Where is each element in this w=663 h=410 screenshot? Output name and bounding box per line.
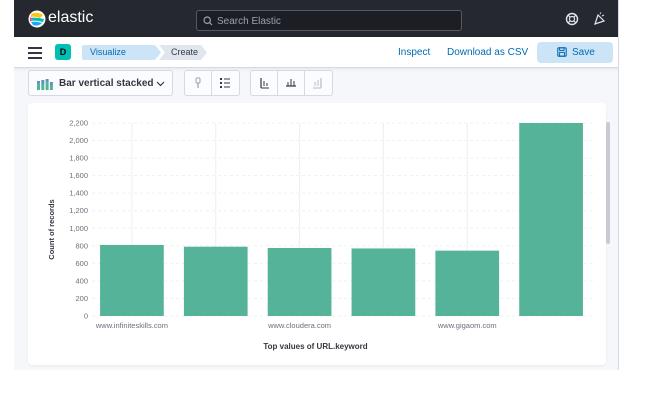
elastic-logo-icon[interactable] [28, 10, 46, 28]
menu-bar-icon [28, 47, 42, 49]
breadcrumb-create: Create [159, 45, 207, 60]
y-tick-label: 1,200 [69, 206, 88, 215]
y-tick-label: 1,600 [69, 171, 88, 180]
menu-bar-icon [28, 52, 42, 54]
x-tick-label: www.gigaom.com [437, 321, 497, 330]
search-input[interactable] [217, 13, 457, 29]
download-csv-link[interactable]: Download as CSV [447, 47, 529, 58]
axis-left-icon [260, 78, 269, 89]
y-tick-label: 1,800 [69, 154, 88, 163]
bar[interactable] [351, 248, 416, 316]
app-frame: elastic D Visualize [14, 0, 619, 370]
legend-icon [220, 78, 230, 88]
y-tick-label: 2,000 [69, 136, 88, 145]
y-tick-label: 0 [84, 312, 88, 321]
bar-chart-icon [37, 79, 53, 90]
y-tick-label: 1,000 [69, 224, 88, 233]
axis-bottom-icon [286, 79, 296, 87]
bar[interactable] [100, 244, 164, 316]
vis-type-label: Bar vertical stacked [59, 78, 154, 89]
editor-toolbar: Bar vertical stacked [14, 68, 618, 100]
x-axis-title: Top values of URL.keyword [263, 342, 367, 351]
global-search[interactable] [196, 10, 462, 31]
y-tick-label: 800 [75, 241, 88, 250]
app-navbar: D Visualize Library Create Inspect Downl… [14, 37, 618, 68]
search-icon [203, 16, 213, 26]
save-button[interactable]: Save [537, 42, 613, 63]
visual-options-button[interactable] [185, 71, 212, 95]
y-tick-label: 600 [75, 259, 88, 268]
vis-type-select[interactable]: Bar vertical stacked [28, 70, 173, 96]
paintbrush-icon [195, 77, 201, 88]
menu-bar-icon [28, 57, 42, 59]
brand-name: elastic [48, 9, 94, 26]
save-icon [557, 47, 567, 57]
chart-panel: 0 200 400 600 800 1,000 1,200 1,400 1,600 1,800 2,… [28, 103, 606, 365]
toolbar-group-axes [250, 70, 333, 96]
chevron-down-icon [156, 81, 165, 87]
bar-chart: 0 200 400 600 800 1,000 1,200 1,400 1,600 1,800 2,… [47, 119, 593, 351]
y-axis-title: Count of records [47, 199, 56, 259]
y-tick-label: 2,200 [69, 119, 88, 128]
legend-button[interactable] [212, 71, 239, 95]
help-icon[interactable] [565, 12, 579, 26]
header-bar: elastic [14, 0, 618, 37]
news-feed-icon[interactable] [592, 12, 606, 26]
toolbar-group-display [184, 70, 240, 96]
y-tick-label: 200 [75, 294, 88, 303]
save-button-label: Save [572, 47, 595, 58]
bottom-axis-button[interactable] [278, 71, 305, 95]
x-tick-label: www.cloudera.com [267, 321, 331, 330]
y-tick-label: 400 [75, 276, 88, 285]
scrollbar-thumb[interactable] [606, 122, 610, 244]
space-avatar[interactable]: D [55, 44, 71, 60]
y-tick-label: 1,400 [69, 189, 88, 198]
menu-toggle-button[interactable] [28, 47, 42, 59]
left-axis-button[interactable] [251, 71, 278, 95]
bar[interactable] [267, 248, 332, 316]
bar[interactable] [519, 123, 583, 316]
breadcrumb-visualize-library[interactable]: Visualize Library [82, 45, 161, 60]
axis-right-icon [313, 78, 322, 89]
inspect-link[interactable]: Inspect [398, 47, 431, 58]
bar[interactable] [435, 250, 500, 316]
right-axis-button[interactable] [305, 71, 332, 95]
bar[interactable] [183, 246, 248, 316]
x-tick-label: www.infiniteskills.com [95, 321, 168, 330]
